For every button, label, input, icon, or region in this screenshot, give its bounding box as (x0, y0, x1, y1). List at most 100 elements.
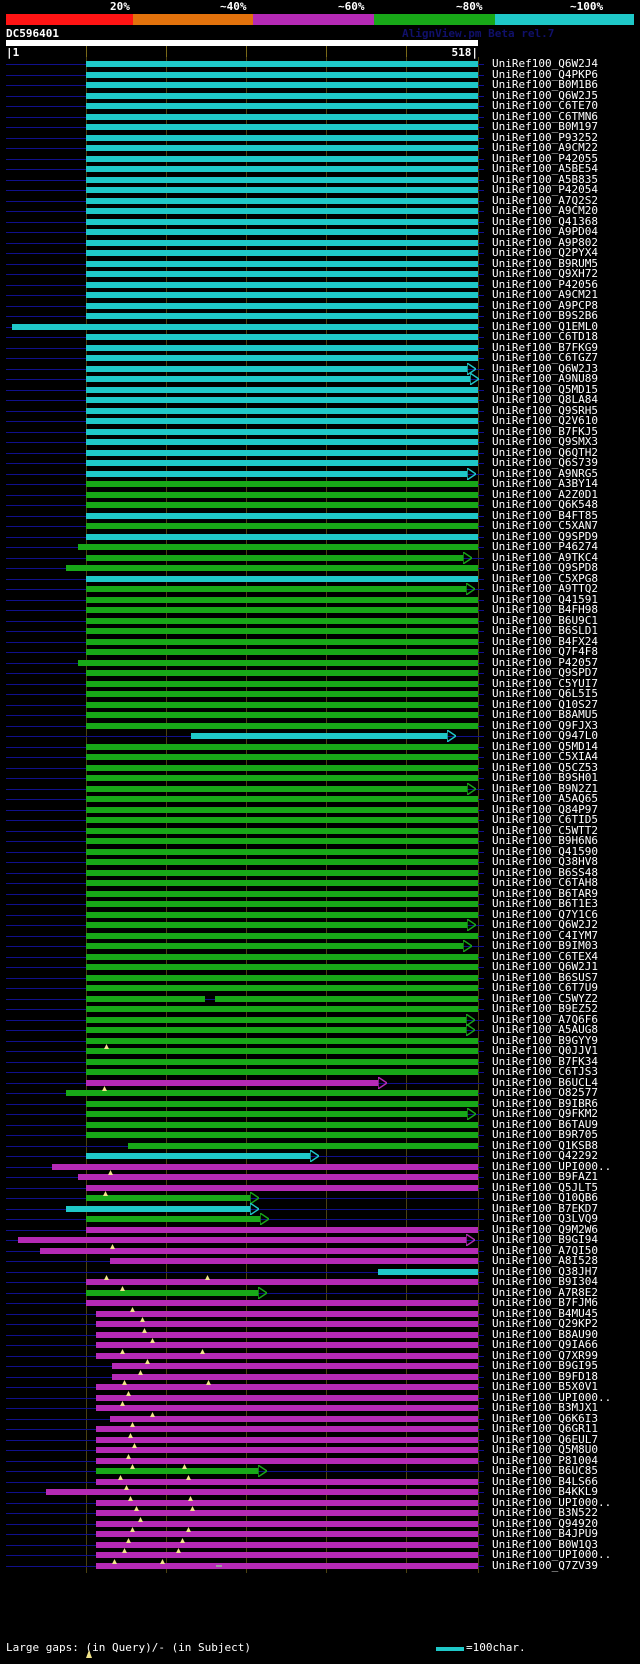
hit-accession-label[interactable]: UniRef100_Q9SPD8 (492, 561, 598, 574)
hsp-bar[interactable] (86, 901, 478, 907)
hit-accession-label[interactable]: UniRef100_B9GYY9 (492, 1033, 598, 1047)
hit-accession-label[interactable]: UniRef100_B4MU45 (492, 1306, 598, 1320)
hsp-bar[interactable] (86, 586, 466, 592)
hsp-bar[interactable] (86, 995, 205, 1002)
hit-accession-label[interactable]: UniRef100_B4JPU9 (492, 1527, 598, 1540)
table-row[interactable]: UniRef100_O82577 (0, 1086, 640, 1100)
hsp-bar[interactable] (86, 376, 470, 382)
hsp-bar[interactable] (86, 922, 467, 928)
table-row[interactable]: UniRef100_Q1EML0 (0, 319, 640, 334)
table-row[interactable]: UniRef100_B5X0V1 (0, 1380, 640, 1394)
hsp-bar[interactable] (96, 1321, 478, 1327)
table-row[interactable]: UniRef100_Q947L0 (0, 729, 640, 743)
hit-accession-label[interactable]: UniRef100_Q6W2J1 (492, 960, 598, 973)
hit-accession-label[interactable]: UniRef100_B4FX24 (492, 634, 598, 648)
table-row[interactable]: UniRef100_B4JPU9 (0, 1527, 640, 1541)
hit-accession-label[interactable]: UniRef100_A5BE54 (492, 162, 598, 175)
table-row[interactable]: UniRef100_B7FKG9 (0, 340, 640, 355)
hsp-bar[interactable] (78, 544, 478, 550)
hsp-bar[interactable] (112, 1373, 478, 1380)
hit-accession-label[interactable]: UniRef100_B9FAZ1 (492, 1170, 598, 1183)
hit-accession-label[interactable]: UniRef100_A9PCP8 (492, 298, 598, 312)
hit-accession-label[interactable]: UniRef100_C6TJS3 (492, 1065, 598, 1078)
hit-accession-label[interactable]: UniRef100_B6UC85 (492, 1464, 598, 1477)
hsp-bar[interactable] (86, 943, 463, 949)
hsp-bar[interactable] (86, 407, 478, 414)
hit-accession-label[interactable]: UniRef100_C6TID5 (492, 813, 598, 826)
hit-accession-label[interactable]: UniRef100_Q1KSB8 (492, 1138, 598, 1152)
hit-accession-label[interactable]: UniRef100_B3MJX1 (492, 1401, 598, 1414)
hsp-bar[interactable] (86, 1153, 310, 1159)
table-row[interactable]: UniRef100_B9RUM5 (0, 256, 640, 271)
table-row[interactable]: UniRef100_B9EZ52 (0, 1002, 640, 1016)
hit-accession-label[interactable]: UniRef100_B9SH01 (492, 771, 598, 784)
hit-accession-label[interactable]: UniRef100_B3N522 (492, 1506, 598, 1519)
hit-accession-label[interactable]: UniRef100_Q7XR99 (492, 1348, 598, 1362)
table-row[interactable]: UniRef100_B7FK34 (0, 1054, 640, 1069)
hit-accession-label[interactable]: UniRef100_Q9SRH5 (492, 403, 598, 417)
hsp-bar[interactable] (18, 1237, 466, 1243)
hit-accession-label[interactable]: UniRef100_A8I528 (492, 1254, 598, 1267)
hit-accession-label[interactable]: UniRef100_Q1EML0 (492, 319, 598, 333)
table-row[interactable]: UniRef100_B6U9C1 (0, 613, 640, 628)
table-row[interactable]: UniRef100_Q6EUL7 (0, 1432, 640, 1447)
hsp-bar[interactable] (86, 1184, 478, 1191)
table-row[interactable]: UniRef100_Q0JJV1 (0, 1044, 640, 1058)
table-row[interactable]: UniRef100_Q6W2J1 (0, 960, 640, 974)
hit-accession-label[interactable]: UniRef100_B7FJM6 (492, 1296, 598, 1309)
table-row[interactable]: UniRef100_C6TGZ7 (0, 351, 640, 365)
table-row[interactable]: UniRef100_B4FX24 (0, 634, 640, 649)
hsp-bar[interactable] (12, 323, 478, 330)
hsp-bar[interactable] (86, 1279, 478, 1285)
hsp-bar[interactable] (86, 481, 478, 487)
hsp-bar[interactable] (86, 890, 478, 897)
hsp-bar[interactable] (86, 985, 478, 991)
hsp-bar[interactable] (96, 1562, 478, 1569)
table-row[interactable]: UniRef100_Q5M8U0 (0, 1443, 640, 1457)
hsp-bar[interactable] (86, 628, 478, 634)
hit-accession-label[interactable]: UniRef100_A9CM22 (492, 141, 598, 154)
hsp-bar[interactable] (86, 124, 478, 130)
table-row[interactable]: UniRef100_B7FKJ5 (0, 424, 640, 439)
hit-accession-label[interactable]: UniRef100_Q3LVQ9 (492, 1212, 598, 1225)
hsp-bar[interactable] (86, 1006, 478, 1012)
hit-accession-label[interactable]: UniRef100_Q29KP2 (492, 1317, 598, 1330)
table-row[interactable]: UniRef100_P42055 (0, 151, 640, 166)
hsp-bar[interactable] (86, 502, 478, 508)
hsp-bar[interactable] (66, 565, 478, 571)
hit-accession-label[interactable]: UniRef100_Q42292 (492, 1149, 598, 1162)
hit-accession-label[interactable]: UniRef100_C6TAH8 (492, 876, 598, 889)
hit-accession-label[interactable]: UniRef100_P42056 (492, 277, 598, 291)
hit-accession-label[interactable]: UniRef100_C6TEX4 (492, 949, 598, 963)
table-row[interactable]: UniRef100_B9SH01 (0, 771, 640, 785)
table-row[interactable]: UniRef100_Q4PKP6 (0, 67, 640, 82)
hit-accession-label[interactable]: UniRef100_Q6K6I3 (492, 1411, 598, 1425)
hit-accession-label[interactable]: UniRef100_Q41591 (492, 592, 598, 606)
hsp-bar[interactable] (86, 470, 467, 477)
hsp-bar[interactable] (86, 617, 478, 624)
hit-accession-label[interactable]: UniRef100_C6TD18 (492, 330, 598, 343)
hit-accession-label[interactable]: UniRef100_B6SS48 (492, 865, 598, 879)
hsp-bar[interactable] (86, 964, 478, 970)
hit-accession-label[interactable]: UniRef100_B6UCL4 (492, 1075, 598, 1089)
hit-accession-label[interactable]: UniRef100_O82577 (492, 1086, 598, 1099)
hsp-bar[interactable] (215, 995, 478, 1002)
hsp-bar[interactable] (86, 334, 478, 340)
table-row[interactable]: UniRef100_Q6W2J5 (0, 88, 640, 103)
hsp-bar[interactable] (86, 880, 478, 886)
hit-accession-label[interactable]: UniRef100_A7R8E2 (492, 1285, 598, 1299)
table-row[interactable]: UniRef100_Q2PYX4 (0, 246, 640, 260)
hsp-bar[interactable] (86, 911, 478, 918)
table-row[interactable]: UniRef100_C5YUI7 (0, 676, 640, 691)
hit-accession-label[interactable]: UniRef100_B7FKJ5 (492, 424, 598, 438)
hsp-bar[interactable] (86, 869, 478, 876)
hsp-bar[interactable] (86, 764, 478, 771)
hsp-bar[interactable] (86, 1069, 478, 1075)
table-row[interactable]: UniRef100_C6TJS3 (0, 1065, 640, 1079)
hit-accession-label[interactable]: UniRef100_A5B835 (492, 172, 598, 186)
hsp-bar[interactable] (86, 460, 478, 466)
hit-accession-label[interactable]: UniRef100_Q7F4F8 (492, 645, 598, 658)
hit-accession-label[interactable]: UniRef100_B0M197 (492, 120, 598, 133)
hsp-bar[interactable] (40, 1247, 478, 1254)
hsp-bar[interactable] (86, 260, 478, 267)
